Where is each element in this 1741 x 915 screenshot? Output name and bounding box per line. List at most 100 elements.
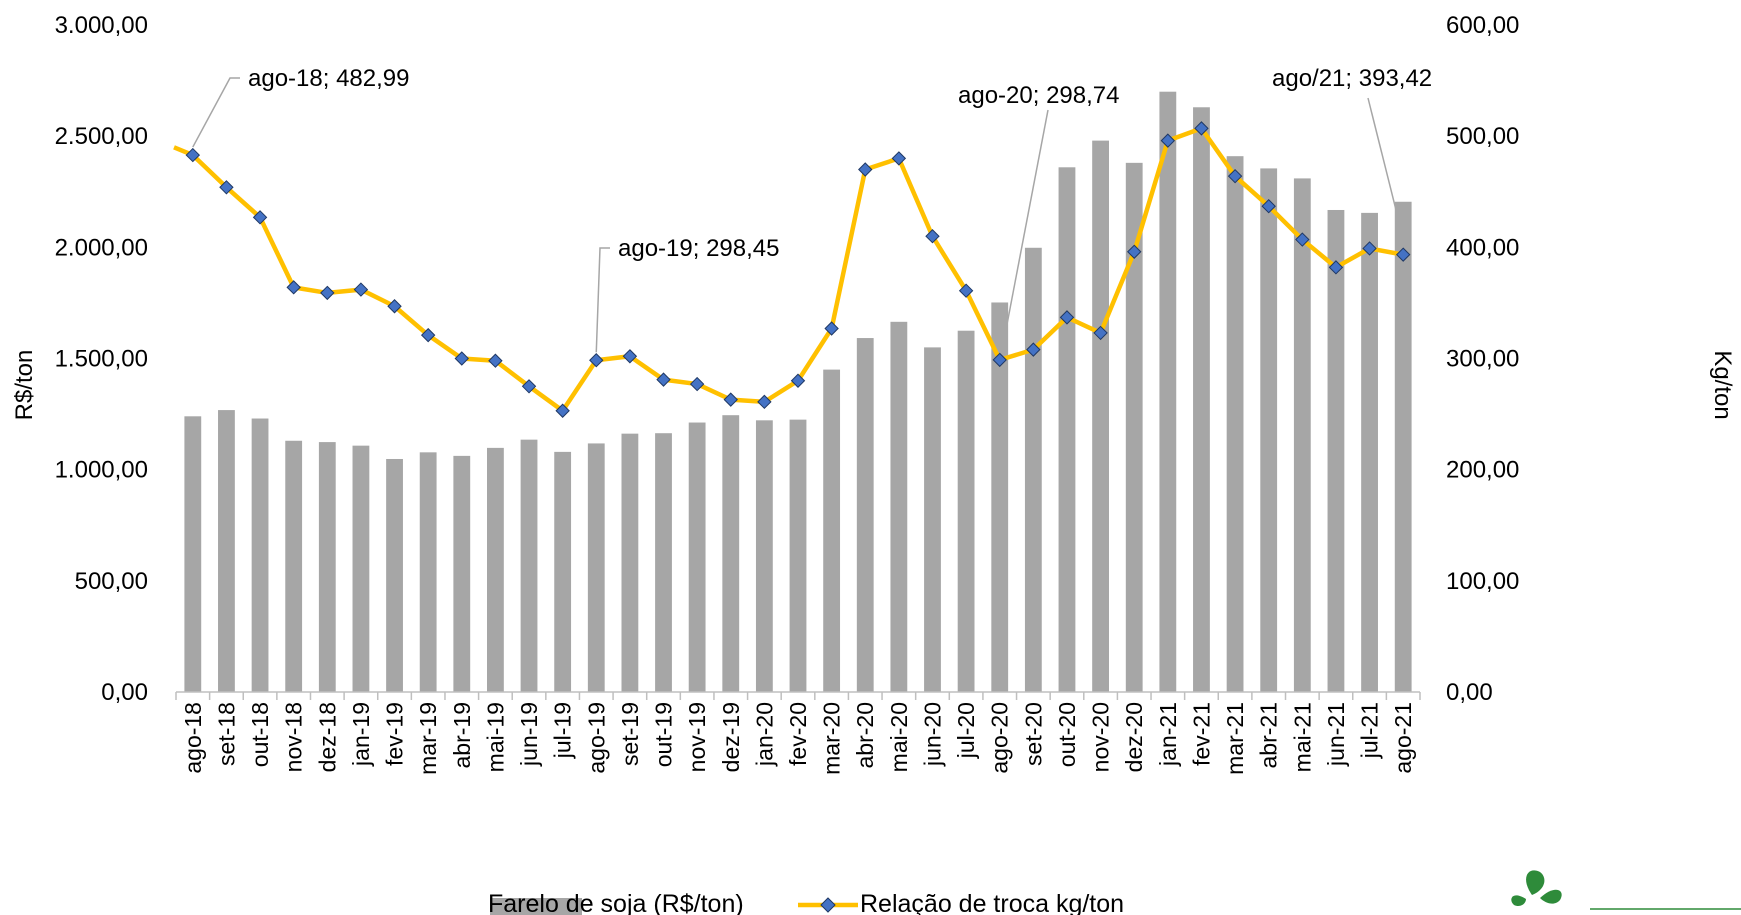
bar: [587, 443, 605, 692]
bar: [856, 338, 874, 692]
x-tick-label: nov-19: [684, 702, 710, 772]
line-point: [1227, 168, 1243, 184]
line-point: [320, 285, 335, 301]
line-point: [185, 147, 201, 163]
right-tick-label: 400,00: [1446, 234, 1519, 261]
left-tick-label: 1.500,00: [55, 346, 148, 373]
line-point: [1059, 310, 1075, 325]
x-axis-ticks: ago-18 set-18 out-18 nov-18 dez-18 jan-19 fev-…: [175, 692, 1421, 775]
annotation-leader: [1000, 109, 1049, 353]
data-label-annotation: ago-18; 482,99: [248, 65, 409, 92]
left-axis-ticks: 0,00 500,00 1.000,00 1.500,00 2.000,00 2.500,…: [55, 12, 148, 706]
left-axis-label: R$/ton: [11, 350, 38, 421]
bar: [789, 419, 807, 692]
x-tick-label: jul-21: [1357, 702, 1383, 759]
line-point: [958, 283, 974, 298]
x-tick-label: jan-19: [348, 702, 374, 767]
x-tick-label: out-19: [651, 702, 677, 767]
x-tick-label: ago-20: [987, 702, 1013, 774]
x-tick-label: mar-19: [415, 702, 441, 775]
x-tick-label: set-20: [1020, 702, 1046, 766]
x-tick-label: fev-20: [785, 702, 811, 766]
x-tick-label: set-18: [213, 702, 239, 766]
bar-series: [184, 91, 1412, 693]
left-tick-label: 2.000,00: [55, 234, 148, 261]
legend-label-bar: Farelo de soja (R$/ton): [488, 890, 744, 915]
bar: [991, 302, 1009, 692]
data-label-annotation: ago-19; 298,45: [618, 235, 779, 262]
bar: [1125, 162, 1143, 692]
right-tick-label: 100,00: [1446, 568, 1519, 595]
legend: Farelo de soja (R$/ton) Relação de troca …: [488, 890, 1124, 915]
bar: [453, 455, 471, 692]
line-series: [173, 121, 1411, 418]
x-tick-label: fev-19: [382, 702, 408, 766]
legend-swatch-bar: [490, 898, 582, 915]
x-tick-label: dez-18: [314, 702, 340, 772]
line-point: [1261, 198, 1276, 214]
bar: [755, 420, 773, 692]
bar: [285, 440, 303, 692]
left-tick-label: 1.000,00: [55, 457, 148, 484]
x-tick-label: mai-19: [482, 702, 508, 772]
x-tick-label: abr-21: [1256, 702, 1282, 768]
line-point: [891, 151, 907, 166]
x-tick-label: ago-21: [1390, 702, 1416, 774]
line-point: [858, 162, 873, 177]
x-tick-label: out-18: [247, 702, 273, 767]
bar: [1058, 167, 1076, 692]
bar: [722, 415, 740, 692]
line-point: [1194, 121, 1209, 136]
bar: [1226, 156, 1244, 693]
line-point: [286, 280, 301, 295]
bar: [554, 451, 572, 692]
line-point: [1127, 244, 1142, 259]
data-label-annotation: ago/21; 393,42: [1272, 65, 1432, 92]
line-point: [420, 327, 436, 343]
line-point: [353, 282, 369, 297]
line-point: [1026, 342, 1041, 357]
bar: [1193, 107, 1210, 693]
line-point: [992, 352, 1007, 368]
legend-swatch-marker: [820, 897, 836, 913]
x-tick-label: out-20: [1054, 702, 1080, 767]
line-point: [757, 394, 772, 410]
bar: [823, 369, 841, 692]
line-point: [1395, 247, 1411, 262]
line-point: [689, 376, 705, 392]
line-point: [387, 299, 402, 314]
line-point: [521, 379, 537, 394]
annotations: ago-18; 482,99 ago-19; 298,45 ago-20; 298,…: [248, 65, 1432, 262]
right-tick-label: 300,00: [1446, 346, 1519, 373]
x-tick-label: dez-19: [718, 702, 744, 772]
line-point: [1093, 325, 1108, 341]
left-tick-label: 2.500,00: [55, 123, 148, 150]
bar: [924, 347, 941, 692]
x-tick-label: set-19: [617, 702, 643, 766]
line-point: [555, 403, 570, 418]
bar: [352, 445, 370, 692]
right-axis-label: Kg/ton: [1709, 350, 1736, 419]
series-line: [173, 126, 1404, 413]
bar: [487, 447, 504, 692]
bar: [1293, 178, 1311, 692]
line-point: [790, 373, 806, 388]
bar: [1394, 201, 1412, 692]
x-tick-label: abr-19: [449, 702, 475, 768]
line-point: [454, 351, 469, 366]
bar: [318, 442, 336, 692]
x-tick-label: jan-21: [1155, 702, 1181, 767]
right-axis-ticks: 0,00 100,00 200,00 300,00 400,00 500,00 600,00: [1446, 12, 1519, 706]
bar: [218, 410, 235, 692]
annotation-leader: [1367, 97, 1406, 247]
bar: [386, 458, 403, 692]
line-point: [252, 210, 268, 225]
bar: [520, 439, 538, 692]
line-point: [622, 349, 638, 364]
bar: [419, 452, 437, 692]
bar: [957, 330, 975, 692]
legend-label-line: Relação de troca kg/ton: [860, 890, 1124, 915]
bar: [251, 418, 269, 692]
bar: [184, 416, 202, 692]
x-tick-label: mar-20: [819, 702, 845, 775]
